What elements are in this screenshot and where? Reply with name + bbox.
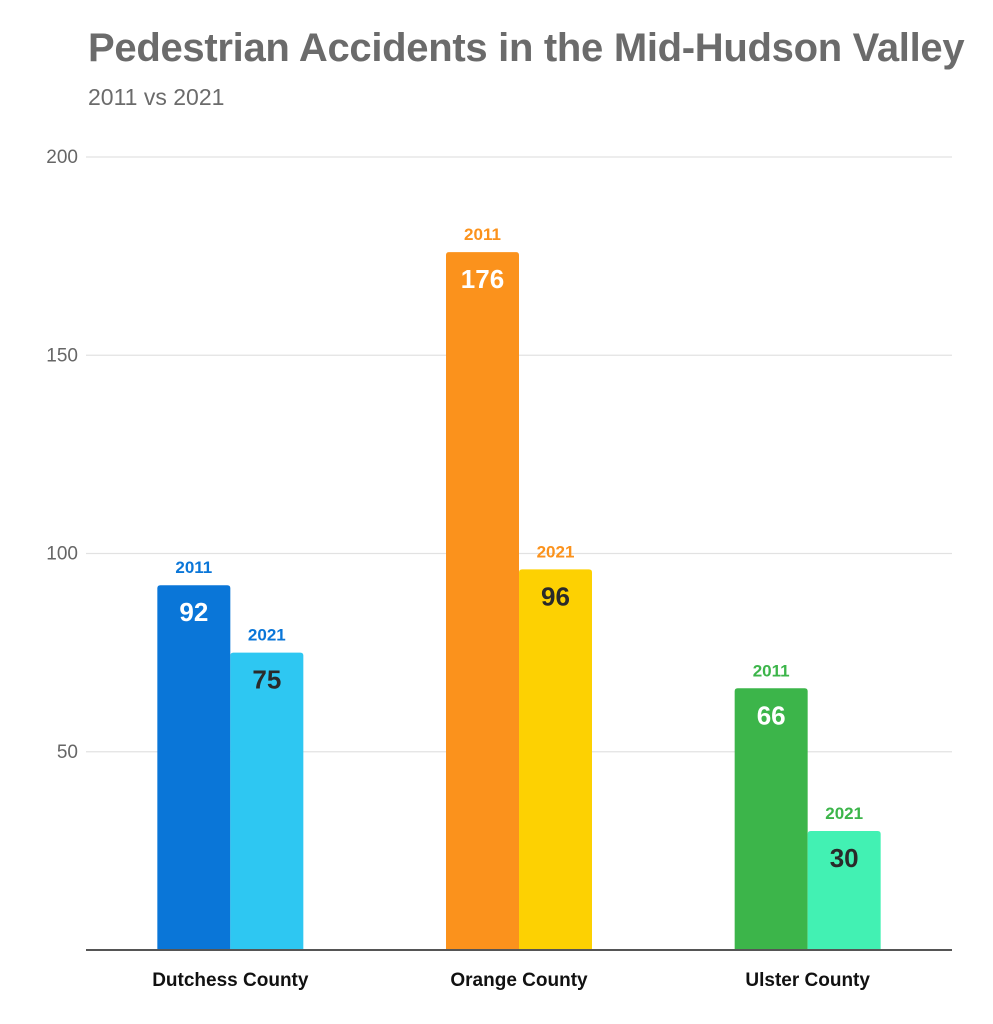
- series-year-label: 2011: [464, 225, 501, 244]
- chart-title: Pedestrian Accidents in the Mid-Hudson V…: [88, 26, 965, 70]
- bar-orange-county-2011: [446, 252, 519, 950]
- y-tick-label: 50: [57, 742, 78, 763]
- bar-dutchess-county-2021: [230, 652, 304, 950]
- bar-value-label: 30: [830, 843, 859, 873]
- bar-orange-county-2021: [519, 569, 592, 950]
- x-category-label: Orange County: [450, 970, 588, 991]
- chart-subtitle: 2011 vs 2021: [88, 84, 225, 110]
- bars: 2011 92 2021 75 2011 176 2021 96 2011 66 2021 30: [157, 225, 881, 950]
- bar-value-label: 92: [179, 597, 208, 627]
- x-axis-categories: Dutchess County Orange County Ulster Count…: [152, 970, 870, 991]
- y-tick-label: 200: [46, 147, 78, 168]
- series-year-label: 2021: [248, 626, 286, 645]
- x-category-label: Ulster County: [745, 970, 870, 991]
- bar-dutchess-county-2011: [157, 585, 231, 950]
- y-tick-label: 150: [46, 345, 78, 366]
- series-year-label: 2011: [753, 661, 790, 680]
- bar-ulster-county-2011: [734, 688, 808, 950]
- bar-value-label: 96: [541, 581, 570, 611]
- x-category-label: Dutchess County: [152, 970, 309, 991]
- y-axis-ticks: 50 100 150 200: [46, 147, 78, 763]
- bar-ulster-county-2021: [807, 831, 881, 950]
- y-tick-label: 100: [46, 544, 78, 565]
- bar-value-label: 75: [252, 665, 281, 695]
- series-year-label: 2021: [825, 804, 863, 823]
- series-year-label: 2021: [537, 542, 575, 561]
- bar-value-label: 66: [757, 700, 786, 730]
- series-year-label: 2011: [175, 558, 212, 577]
- bar-value-label: 176: [461, 264, 504, 294]
